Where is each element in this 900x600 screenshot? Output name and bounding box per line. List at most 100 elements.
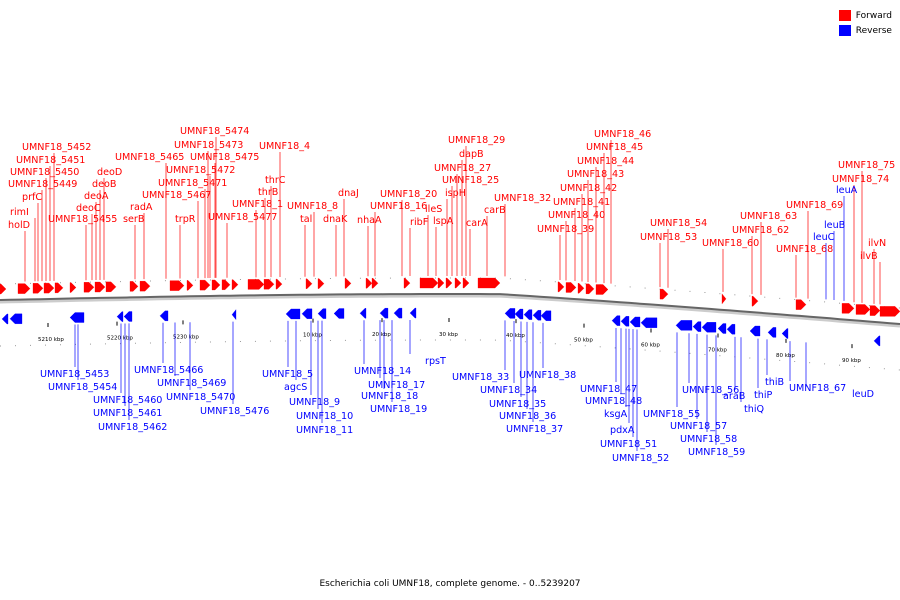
reverse-swatch [838,25,851,36]
reverse-gene [301,308,313,319]
forward-gene [795,299,807,310]
reverse-gene [629,316,641,328]
tick-label: 5210 kbp [38,337,64,343]
reverse-gene [611,315,621,326]
reverse-gene-label: UMNF18_18 [361,391,418,402]
reverse-gene [379,308,389,319]
reverse-gene [333,308,345,319]
forward-gene-label: ilvB [860,251,878,262]
forward-gene-label: UMNF18_63 [740,211,797,222]
reverse-gene-label: UMNF18_5453 [40,369,109,380]
forward-gene-label: UMNF18_40 [548,210,605,221]
forward-gene [94,281,106,293]
reverse-gene-label: UMNF18_56 [682,385,739,396]
reverse-gene [523,309,533,320]
forward-gene [454,277,462,289]
reverse-gene-label: UMNF18_5454 [48,382,117,393]
forward-gene-label: UMNF18_5475 [190,152,259,163]
legend-forward: Forward [838,8,892,23]
forward-gene-label: nhaA [357,215,382,226]
reverse-gene-label: araB [723,391,745,402]
reverse-gene-label: leuB [824,220,845,231]
forward-gene [841,303,855,314]
reverse-gene-label: UMNF18_9 [289,397,340,408]
reverse-gene-label: thiQ [744,404,765,415]
tick-label: 30 kbp [439,332,458,338]
forward-gene [477,277,501,289]
forward-gene [855,304,871,315]
forward-gene [879,306,900,317]
reverse-gene [159,310,169,321]
forward-swatch [838,10,851,21]
forward-gene-label: deoB [92,179,116,190]
reverse-gene-label: UMNF18_37 [506,424,563,435]
forward-gene [129,281,139,292]
forward-gene [0,283,7,295]
legend-forward-label: Forward [855,10,892,21]
forward-gene-label: UMNF18_5452 [22,142,91,153]
forward-gene [585,283,595,294]
forward-gene [105,281,117,292]
forward-gene-label: deoA [84,191,109,202]
reverse-gene-label: UMNF18_5460 [93,395,162,406]
reverse-gene [514,308,524,320]
forward-gene-label: UMNF18_54 [650,218,707,229]
forward-gene-label: radA [130,202,153,213]
tick-label: 10 kbp [303,333,322,339]
forward-gene-label: carB [484,205,506,216]
forward-gene [659,288,669,300]
forward-gene [221,279,231,290]
forward-gene-label: UMNF18_1 [232,199,283,210]
forward-gene [211,279,221,291]
forward-gene-label: thrB [258,187,278,198]
forward-gene-label: UMNF18_74 [832,174,889,185]
forward-gene [275,278,283,290]
forward-gene [247,279,265,290]
reverse-gene-label: agcS [284,382,307,393]
reverse-guide-track [0,339,900,371]
reverse-gene [640,317,658,328]
forward-gene-label: thrC [265,175,286,186]
reverse-gene-label: ksgA [604,409,628,420]
reverse-gene-label: UMNF18_67 [789,383,846,394]
forward-gene-label: UMNF18_41 [553,197,610,208]
reverse-gene [620,316,630,327]
reverse-gene [540,310,552,321]
forward-gene [231,279,239,290]
forward-gene [305,278,313,289]
forward-gene-label: UMNF18_20 [380,189,437,200]
forward-gene-label: dnaJ [338,188,359,199]
forward-gene [263,279,275,290]
forward-gene-label: UMNF18_43 [567,169,624,180]
reverse-gene-label: thiB [765,377,784,388]
reverse-gene [504,308,516,319]
reverse-gene [781,328,789,339]
reverse-gene-label: UMNF18_48 [585,396,642,407]
reverse-gene [692,321,702,332]
forward-gene-label: serB [123,214,144,225]
forward-gene [721,293,727,305]
forward-gene-label: UMNF18_60 [702,238,759,249]
tick-label: 80 kbp [776,353,795,359]
tick-label: 40 kbp [506,333,525,339]
tick-label: 70 kbp [708,348,727,354]
forward-gene-label: UMNF18_5449 [8,179,77,190]
forward-gene-label: UMNF18_44 [577,156,634,167]
forward-gene-label: UMNF18_5465 [115,152,184,163]
tick-label: 90 kbp [842,358,861,364]
forward-gene [595,284,609,295]
reverse-gene-label: UMNF18_34 [480,385,537,396]
forward-gene-label: UMNF18_5472 [166,165,235,176]
reverse-gene [409,307,417,319]
forward-gene [371,278,379,289]
reverse-gene-label: UMNF18_5461 [93,408,162,419]
forward-gene-label: dapB [459,149,484,160]
forward-gene-label: UMNF18_42 [560,183,617,194]
forward-gene [565,282,577,293]
forward-gene [751,296,759,307]
forward-gene [869,305,881,316]
forward-gene [577,283,585,294]
forward-gene-label: ileS [425,204,442,215]
forward-gene-label: UMNF18_5450 [10,167,79,178]
